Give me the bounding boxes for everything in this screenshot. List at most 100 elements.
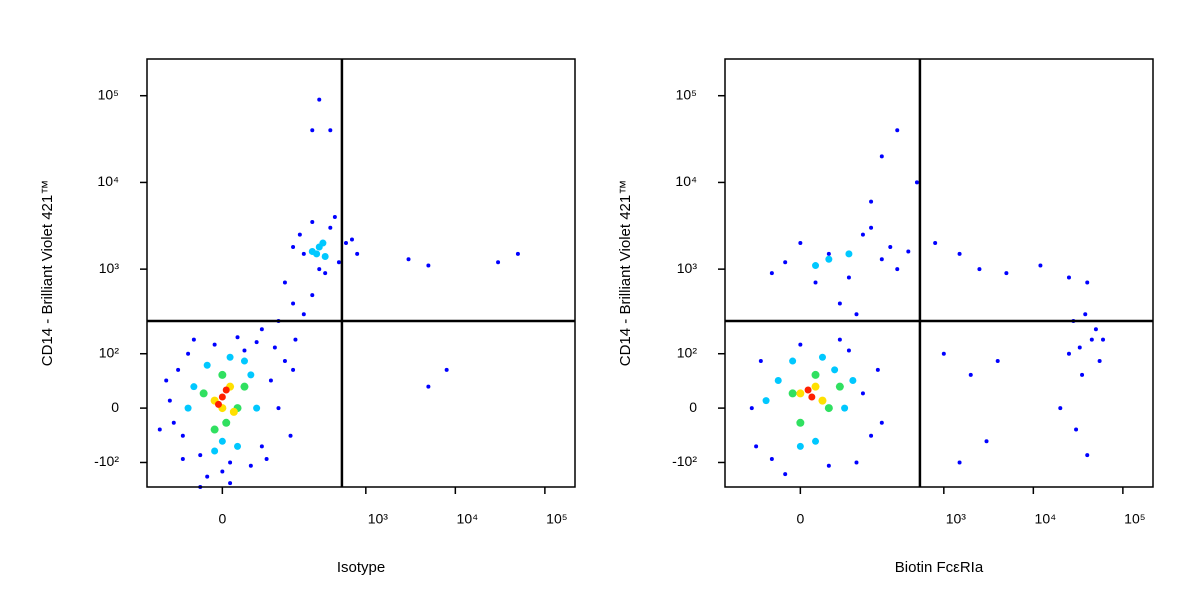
- event-point: [198, 453, 203, 458]
- event-point: [1097, 359, 1102, 364]
- event-point: [1085, 453, 1090, 458]
- event-point: [310, 293, 315, 298]
- event-point: [895, 267, 900, 272]
- event-point: [426, 384, 431, 389]
- event-point: [758, 359, 763, 364]
- event-point: [933, 241, 938, 246]
- event-point: [282, 280, 287, 285]
- event-point: [818, 353, 826, 361]
- event-point: [222, 418, 231, 427]
- x-tick-label: 0: [796, 511, 804, 527]
- event-point: [272, 345, 277, 350]
- event-point: [317, 267, 322, 272]
- event-point: [288, 433, 293, 438]
- event-point: [812, 437, 820, 445]
- event-point: [783, 472, 788, 477]
- event-point: [846, 275, 851, 280]
- event-point: [769, 456, 774, 461]
- event-point: [1066, 275, 1071, 280]
- x-axis-label: Biotin FcεRIa: [895, 559, 984, 576]
- event-point: [835, 382, 844, 391]
- event-point: [841, 404, 849, 412]
- event-point: [854, 312, 859, 317]
- event-point: [406, 257, 411, 262]
- y-tick-label: -10²: [672, 453, 697, 469]
- event-point: [977, 267, 982, 272]
- event-point: [191, 337, 196, 342]
- y-tick-label: -10²: [94, 453, 119, 469]
- event-point: [824, 404, 833, 413]
- x-tick-label: 10⁴: [457, 511, 479, 527]
- plot-frame: [724, 58, 1154, 488]
- event-point: [171, 420, 176, 425]
- event-point: [796, 389, 805, 398]
- x-tick-label: 0: [218, 511, 226, 527]
- event-point: [291, 301, 296, 306]
- event-point: [1093, 327, 1098, 332]
- event-point: [220, 469, 225, 474]
- event-point: [804, 386, 812, 394]
- event-point: [248, 463, 253, 468]
- event-point: [837, 337, 842, 342]
- event-point: [180, 433, 185, 438]
- event-point: [811, 370, 820, 379]
- event-point: [818, 396, 827, 405]
- event-point: [860, 232, 865, 237]
- event-point: [167, 398, 172, 403]
- y-tick-label: 0: [111, 399, 119, 415]
- event-point: [1074, 427, 1079, 432]
- event-point: [259, 327, 264, 332]
- event-point: [349, 237, 354, 242]
- event-point: [846, 348, 851, 353]
- event-point: [798, 241, 803, 246]
- event-point: [199, 389, 208, 398]
- event-point: [218, 393, 226, 401]
- event-point: [247, 371, 255, 379]
- event-point: [355, 251, 360, 256]
- event-point: [968, 372, 973, 377]
- event-point: [1080, 372, 1085, 377]
- event-point: [226, 353, 234, 361]
- event-point: [811, 382, 820, 391]
- event-point: [808, 393, 816, 401]
- event-point: [310, 219, 315, 224]
- event-point: [180, 456, 185, 461]
- event-point: [869, 225, 874, 230]
- event-point: [788, 389, 797, 398]
- event-point: [332, 214, 337, 219]
- event-point: [291, 245, 296, 250]
- event-point: [854, 460, 859, 465]
- event-point: [301, 312, 306, 317]
- event-point: [310, 128, 315, 133]
- event-point: [210, 425, 219, 434]
- event-point: [344, 241, 349, 246]
- event-point: [1066, 351, 1071, 356]
- event-point: [276, 406, 281, 411]
- event-point: [957, 251, 962, 256]
- y-tick-label: 10²: [99, 344, 120, 360]
- event-point: [222, 386, 230, 394]
- event-point: [336, 260, 341, 265]
- y-tick-label: 0: [689, 399, 697, 415]
- event-point: [282, 359, 287, 364]
- y-tick-label: 10⁵: [676, 86, 697, 102]
- y-tick-label: 10⁵: [98, 86, 119, 102]
- event-point: [796, 442, 804, 450]
- event-point: [749, 406, 754, 411]
- event-point: [176, 367, 181, 372]
- event-point: [253, 404, 261, 412]
- event-point: [906, 249, 911, 254]
- event-point: [259, 444, 264, 449]
- event-point: [957, 460, 962, 465]
- event-point: [789, 357, 797, 365]
- plot-frame: [146, 58, 576, 488]
- event-point: [203, 361, 211, 369]
- event-point: [212, 342, 217, 347]
- event-point: [229, 407, 238, 416]
- event-point: [297, 232, 302, 237]
- event-point: [315, 243, 323, 251]
- x-tick-label: 10³: [368, 511, 389, 527]
- event-point: [205, 474, 210, 479]
- event-point: [869, 433, 874, 438]
